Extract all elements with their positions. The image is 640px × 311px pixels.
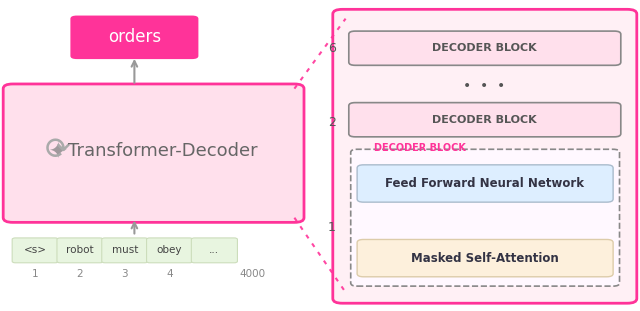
- Text: 1: 1: [32, 269, 38, 279]
- FancyBboxPatch shape: [351, 149, 620, 286]
- FancyBboxPatch shape: [191, 238, 237, 263]
- Text: 4000: 4000: [240, 269, 266, 279]
- FancyBboxPatch shape: [147, 238, 193, 263]
- Text: Feed Forward Neural Network: Feed Forward Neural Network: [385, 177, 584, 190]
- Text: DECODER BLOCK: DECODER BLOCK: [432, 43, 537, 53]
- Text: <s>: <s>: [24, 245, 47, 255]
- Text: obey: obey: [157, 245, 182, 255]
- Text: 4: 4: [166, 269, 173, 279]
- FancyBboxPatch shape: [57, 238, 103, 263]
- Text: 2: 2: [77, 269, 83, 279]
- Text: robot: robot: [66, 245, 94, 255]
- Text: DECODER BLOCK: DECODER BLOCK: [432, 115, 537, 125]
- Text: ✦: ✦: [48, 142, 67, 162]
- Text: 2: 2: [328, 116, 336, 129]
- FancyBboxPatch shape: [357, 239, 613, 277]
- FancyBboxPatch shape: [333, 9, 637, 303]
- Text: •  •  •: • • •: [463, 78, 506, 93]
- FancyBboxPatch shape: [349, 103, 621, 137]
- FancyBboxPatch shape: [70, 16, 198, 59]
- Text: 3: 3: [122, 269, 128, 279]
- Text: orders: orders: [108, 28, 161, 46]
- Text: Masked Self-Attention: Masked Self-Attention: [411, 252, 558, 265]
- Text: Transformer-Decoder: Transformer-Decoder: [68, 142, 258, 160]
- FancyBboxPatch shape: [349, 31, 621, 65]
- Text: DECODER BLOCK: DECODER BLOCK: [374, 143, 467, 153]
- Text: must: must: [111, 245, 138, 255]
- FancyBboxPatch shape: [12, 238, 58, 263]
- Text: ⟳: ⟳: [45, 136, 70, 165]
- Text: ...: ...: [209, 245, 220, 255]
- FancyBboxPatch shape: [357, 165, 613, 202]
- Text: 1: 1: [328, 220, 336, 234]
- FancyBboxPatch shape: [3, 84, 304, 222]
- Text: 6: 6: [328, 42, 336, 55]
- FancyBboxPatch shape: [102, 238, 148, 263]
